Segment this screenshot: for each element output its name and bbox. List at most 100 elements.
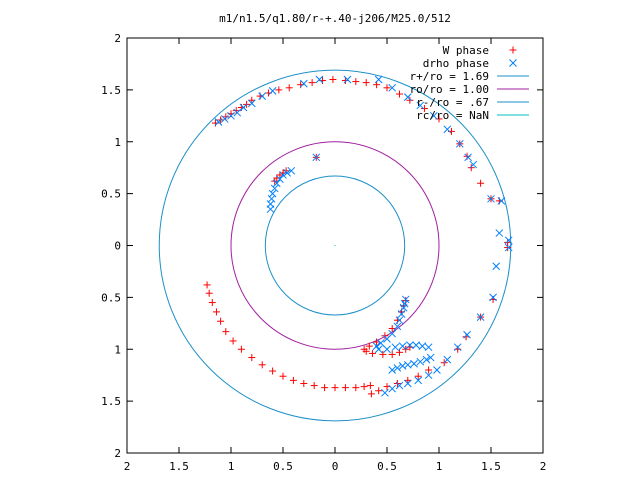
legend-label-drho_phase: drho phase [423,57,489,70]
drho_phase-point-59 [374,345,383,354]
drho_phase-point-70 [403,360,412,369]
drho_phase-point-48 [312,153,321,162]
w_phase-point-79 [212,308,220,316]
w_phase-point-43 [383,383,391,391]
drho_phase-point-46 [283,169,292,177]
w_phase-point-87 [282,167,290,175]
w_phase-point-59 [395,348,403,356]
drho_phase-point-11 [374,75,383,84]
x-tick-label-2: 1 [228,460,235,473]
drho_phase-point-33 [414,376,423,385]
marker-series [203,75,513,398]
w_phase-point-71 [279,372,287,380]
w_phase-point-77 [222,328,230,336]
w_phase-point-39 [425,366,433,374]
drho_phase-point-25 [492,262,501,271]
drho_phase-point-44 [276,175,284,183]
w_phase-point-16 [341,77,349,85]
legend-marker-w_phase [509,46,517,54]
legend-label-r_minus: r-/ro = .67 [416,96,489,109]
w_phase-point-76 [229,337,237,345]
w_phase-point-17 [352,78,360,86]
w_phase-point-74 [248,354,256,362]
w_phase-point-29 [477,179,485,187]
w_phase-point-23 [420,105,428,113]
drho_phase-point-36 [388,384,397,393]
w_phase-point-33 [504,244,512,252]
drho_phase-point-51 [399,303,408,312]
drho_phase-point-3 [233,108,242,117]
legend-label-r_plus: r+/ro = 1.69 [410,70,489,83]
drho_phase-point-22 [495,229,504,237]
drho_phase-point-4 [239,103,248,112]
w_phase-point-45 [367,390,375,398]
axis-ticks [126,37,544,454]
drho_phase-point-32 [424,371,433,380]
drho_phase-point-57 [376,339,385,347]
y-tick-label-8: 2 [114,447,121,460]
w_phase-point-2 [222,113,230,121]
drho_phase-point-31 [433,366,441,374]
w_phase-point-69 [300,379,308,387]
drho_phase-point-43 [272,179,281,188]
drho_phase-point-61 [391,343,400,352]
drho_phase-point-6 [258,92,267,100]
drho_phase-point-9 [315,75,324,84]
w_phase-point-78 [217,317,225,325]
y-tick-label-6: 1 [114,343,121,356]
w_phase-point-20 [383,84,391,92]
x-tick-label-6: 1 [436,460,443,473]
drho_phase-point-30 [443,355,452,364]
legend-marker-drho_phase [509,59,517,67]
w_phase-point-64 [352,384,360,392]
w_phase-point-50 [388,325,396,332]
w_phase-point-72 [269,367,277,375]
w_phase-point-10 [275,86,283,94]
w_phase-point-15 [329,76,337,83]
w_phase-point-40 [414,372,422,380]
w_phase-point-36 [462,333,470,341]
drho_phase-point-53 [395,316,404,325]
drho_phase-point-23 [504,236,513,245]
w_phase-point-4 [232,107,240,115]
drho_phase-point-0 [214,118,223,126]
w_phase-point-13 [308,79,316,87]
w_phase-point-73 [258,361,266,369]
x-tick-labels: 2 1.5 1 0.5 0 0.5 1 1.5 2 [124,460,547,473]
drho_phase-point-62 [398,342,407,350]
w_phase-point-19 [373,81,381,89]
w_phase-point-66 [331,384,339,392]
drho_phase-point-19 [469,160,478,169]
drho_phase-point-28 [463,330,471,339]
w_phase-point-28 [467,164,475,172]
drho_phase-point-10 [343,75,352,84]
drho_phase-point-54 [393,322,402,331]
drho_phase-point-40 [267,194,276,203]
drho_phase-point-1 [220,115,229,123]
drho_phase-point-35 [395,381,404,390]
legend-label-ro: ro/ro = 1.00 [410,83,489,96]
drho_phase-point-39 [266,200,275,208]
drho_phase-point-66 [424,343,433,352]
x-tick-label-8: 2 [540,460,547,473]
y-tick-label-2: 1 [114,136,121,149]
x-tick-label-1: 1.5 [169,460,189,473]
drho_phase-point-64 [412,341,420,349]
w_phase-point-70 [289,376,297,384]
drho_phase-point-60 [383,345,391,354]
drho_phase-point-7 [268,87,277,95]
w_phase-point-58 [388,350,396,358]
w_phase-point-44 [375,387,383,395]
x-tick-label-0: 2 [124,460,131,473]
x-tick-label-3: 0.5 [273,460,293,473]
y-tick-label-3: 0.5 [101,188,121,201]
drho_phase-point-21 [497,197,506,205]
drho_phase-point-27 [476,313,485,321]
y-tick-label-0: 2 [114,32,121,45]
drho_phase-point-37 [381,388,389,397]
drho_phase-point-73 [422,355,431,364]
x-tick-label-7: 1.5 [481,460,501,473]
w_phase-point-52 [373,338,381,346]
w_phase-point-75 [237,345,245,353]
